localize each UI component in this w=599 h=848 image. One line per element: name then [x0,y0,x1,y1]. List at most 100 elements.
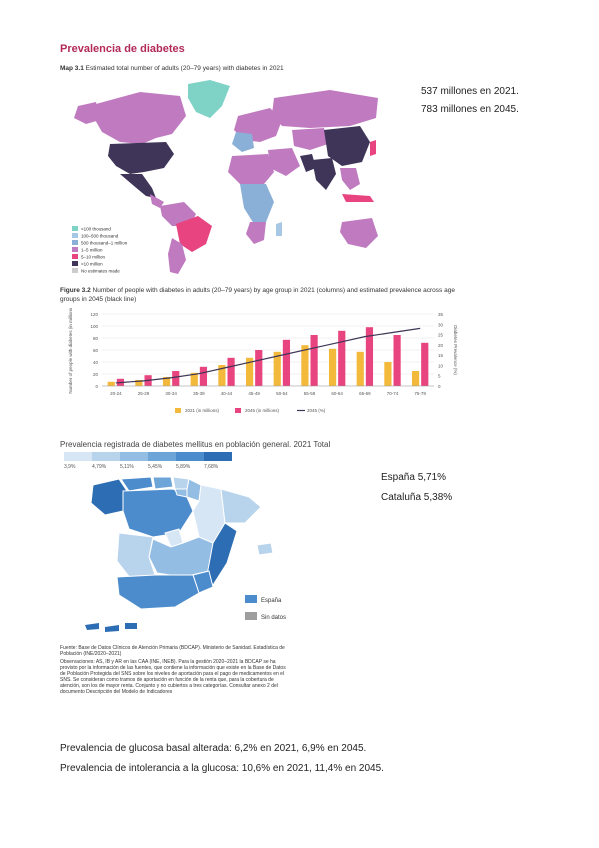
bar-2045 [282,339,291,386]
map-legend-swatch [72,240,78,245]
map-caption-text: Estimated total number of adults (20–79 … [85,65,284,72]
y2-tick-label: 35 [438,312,444,317]
catalonia-stat: Cataluña 5,38% [381,492,453,503]
spain-region-navarra [186,478,202,502]
figure-caption: Figure 3.2 Number of people with diabete… [60,286,460,304]
y2-tick-label: 15 [438,353,444,358]
bar-2021 [245,357,254,386]
spain-region-extremadura [116,532,156,580]
chart-legend-label: 2045 (in millions) [245,408,280,413]
spain-region-canarias [85,623,137,632]
y-tick-label: 40 [93,360,99,365]
page-title: Prevalencia de diabetes [60,43,185,55]
map-region-china [324,126,370,166]
map-legend-swatch [72,261,78,266]
x-tick-label: 40-44 [221,391,233,396]
bar-2021 [328,348,337,386]
bar-2045 [310,335,318,386]
map-region-western-europe [232,132,254,152]
y-tick-label: 100 [90,324,98,329]
spain-source-notes: Fuente: Base de Datos Clínicos de Atenci… [60,645,292,697]
map-region-canada [94,92,186,144]
map-legend-swatch [72,247,78,252]
map-region-central-asia [292,128,328,150]
y2-tick-label: 20 [438,343,444,348]
map-region-south-america-south [168,238,186,274]
scale-swatch [120,452,148,461]
bar-2021 [301,345,309,386]
y-tick-label: 0 [95,384,98,389]
map-region-southeast-asia [340,168,360,190]
chart-legend-label: 2021 (in millions) [185,408,220,413]
x-tick-label: 70-74 [387,391,399,396]
map-region-usa [108,142,174,174]
map-legend-swatch [72,226,78,231]
scale-swatch [148,452,176,461]
legend-spain-swatch [245,595,257,603]
spain-map-title: Prevalencia registrada de diabetes melli… [60,440,331,449]
y2-tick-label: 25 [438,333,444,338]
age-group-chart: 0 20 40 60 80 100 120 0 5 10 15 20 25 30 35 20-24 25-29 3… [68,308,458,413]
map-region-greenland [188,80,230,118]
bar-2021 [384,362,392,386]
map-region-alaska [74,102,100,124]
spain-notes: Observaciones: AS, IB y AR en las CAA (I… [60,659,286,695]
bar-2021 [190,372,198,386]
bar-2021 [162,377,171,386]
scale-swatch [176,452,204,461]
bar-2045 [227,357,235,386]
x-tick-label: 75-79 [414,391,426,396]
map-region-russia [272,90,378,128]
scale-label: 3,9% [64,464,76,470]
map-region-japan [370,140,376,156]
x-tick-label: 45-49 [248,391,260,396]
y2-tick-label: 5 [438,374,441,379]
scale-swatch [64,452,92,461]
y-tick-label: 80 [93,336,99,341]
legend-nodata-label: Sin datos [261,615,286,621]
bar-2021 [107,381,115,386]
map-region-north-africa [228,154,274,184]
spain-region-cantabria [152,476,174,490]
spain-stat: España 5,71% [381,472,447,483]
bar-2045 [255,350,263,386]
scale-swatch [92,452,120,461]
x-tick-label: 20-24 [110,391,122,396]
y-axis-label: Number of people with diabetes (in milli… [68,308,73,394]
map-label: Map 3.1 [60,65,84,72]
glucose-intolerance-text: Prevalencia de intolerancia a la glucosa… [60,763,384,774]
scale-label: 4,79% [92,464,107,470]
map-region-india [312,158,336,190]
map-caption: Map 3.1 Estimated total number of adults… [60,65,284,72]
legend-spain-label: España [261,598,282,604]
glucose-basal-text: Prevalencia de glucosa basal alterada: 6… [60,743,367,754]
map-region-indonesia [342,194,374,202]
spain-region-galicia [90,478,128,516]
x-tick-label: 60-64 [331,391,343,396]
chart-legend-label: 2045 (%) [307,408,326,413]
spain-prevalence-map: España Sin datos [85,476,286,632]
x-tick-label: 50-54 [276,391,288,396]
scale-label: 7,68% [204,464,219,470]
map-region-brazil [176,216,212,252]
spain-prevalence-scale: 3,9% 4,79% 5,11% 5,45% 5,89% 7,68% [64,452,232,470]
figure-caption-text: Number of people with diabetes in adults… [60,287,455,303]
spain-region-asturias [120,476,154,492]
map-legend-swatch [72,268,78,273]
spain-region-basque [172,476,190,490]
bar-2021 [411,371,420,386]
world-stat-2021: 537 millones en 2021. [421,86,519,97]
map-legend: <100 thousand 100–500 thousand 500 thousan… [72,226,128,274]
bar-2021 [273,351,281,386]
bar-2045 [393,335,401,386]
y-tick-label: 60 [93,348,99,353]
spain-source: Fuente: Base de Datos Clínicos de Atenci… [60,645,285,657]
figure-label: Figure 3.2 [60,287,91,294]
x-tick-label: 35-39 [193,391,205,396]
map-legend-label: 5–10 million [81,255,106,260]
chart-legend-swatch [235,408,241,413]
map-region-central-africa [240,184,274,224]
chart-legend-swatch [175,408,181,413]
world-stat-2045: 783 millones en 2045. [421,104,519,115]
spain-region-balearic [256,542,274,556]
